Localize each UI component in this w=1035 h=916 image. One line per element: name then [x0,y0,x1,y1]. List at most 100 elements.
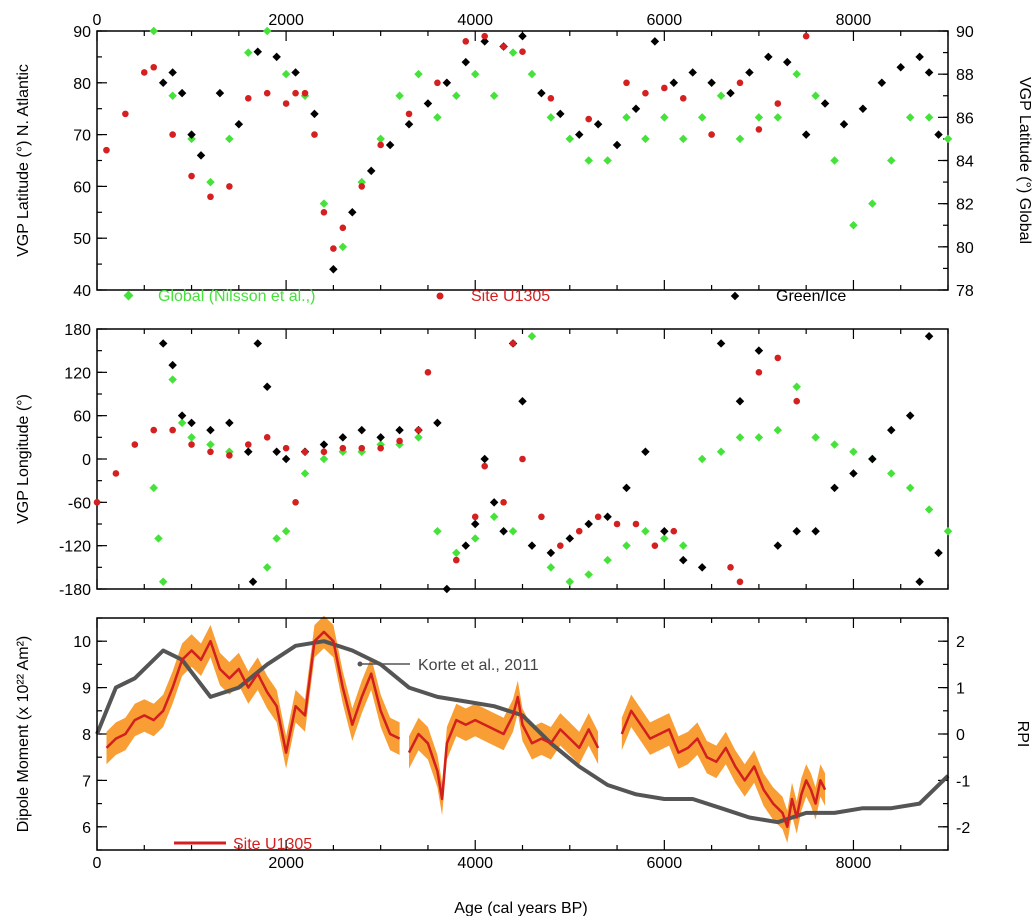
greenice-point [158,78,168,88]
panel-2-y-tick-label: 7 [82,773,91,790]
site-point [207,448,214,456]
site-point [131,441,139,448]
greenice-point [707,78,716,88]
global-point [319,454,329,464]
global-point [470,69,480,79]
greenice-point [773,541,783,550]
greenice-point [253,339,262,348]
global-point [433,526,442,536]
greenice-point [868,454,877,464]
greenice-point [518,396,527,406]
x-top-tick-label: 2000 [268,12,304,29]
greenice-point [849,469,858,478]
site-point [519,455,526,463]
site-point [670,527,678,535]
panel-0-y-tick-label: 60 [73,179,91,196]
global-point [905,483,915,493]
site-point [547,95,555,102]
site-point [736,79,744,87]
site-point [500,499,507,506]
panel-2-y-tick-label: 9 [82,681,91,698]
global-point [338,242,348,252]
panel-0-y-tick-label: 40 [73,283,91,300]
site-point [339,444,347,452]
site-point [169,131,176,138]
site-point [708,131,715,138]
panel-0-y-right-tick-label: 82 [956,197,974,214]
panel-2-frame [96,617,949,851]
site-point [415,426,422,434]
site-point [755,126,763,133]
greenice-point [395,425,404,435]
global-point [754,433,764,442]
site-point [207,193,214,201]
site-point [122,110,129,118]
greenice-point [177,88,187,98]
greenice-point [433,418,442,428]
global-point [319,199,329,208]
global-point [641,526,650,536]
site-point [519,48,526,56]
site-point [623,79,630,87]
panel-0-y-right-tick-label: 88 [956,67,974,84]
bottom-y-axis-right-title: RPI [1014,721,1031,748]
global-point [792,69,801,79]
greenice-point [783,57,792,67]
global-point [754,113,764,122]
site-point [377,141,384,149]
global-point [773,425,783,435]
greenice-point [442,584,452,594]
site-uncertainty-band [621,694,826,843]
greenice-point [518,31,527,41]
site-line [620,709,827,829]
greenice-point [196,151,206,160]
panel-2-y-tick-label: 6 [82,820,91,837]
greenice-point [584,519,593,529]
greenice-point [215,88,225,98]
site-point [405,110,413,118]
panel-0-y-right-tick-label: 84 [956,154,974,171]
global-point [508,526,518,536]
global-point [452,91,461,100]
greenice-point [177,411,187,420]
global-point [225,134,234,144]
greenice-point [310,109,319,119]
greenice-point [858,104,868,113]
site-point [263,434,271,441]
panel-2-y-tick-label: 8 [82,727,91,744]
global-point [281,526,291,536]
site-point [330,245,337,252]
site-point [736,578,744,586]
global-point [376,134,385,144]
site-point [575,527,583,535]
site-point [320,448,328,456]
x-bottom-tick-label: 8000 [836,855,872,872]
global-point [168,91,177,100]
greenice-point [527,541,537,550]
panel-1-y-tick-label: 60 [73,409,91,426]
greenice-point [489,498,499,507]
global-point [262,563,272,572]
global-point [811,91,820,100]
x-axis-title: Age (cal years BP) [454,900,587,916]
greenice-point [546,548,556,558]
global-point [660,534,669,543]
greenice-point [248,577,258,587]
legend-site-label: Site U1305 [471,288,550,305]
greenice-point [556,109,565,119]
site-point [150,426,158,434]
global-point [508,48,518,57]
greenice-point [187,130,196,139]
middle-y-axis-title: VGP Longitude (°) [15,394,32,524]
x-top-tick-label: 8000 [836,12,872,29]
site-point [651,542,659,549]
greenice-point [688,68,697,77]
greenice-point [820,99,830,108]
site-point [434,79,441,87]
global-point [565,577,575,587]
greenice-point [244,447,253,457]
global-point [792,382,801,392]
greenice-point [811,526,820,536]
legend-site-marker [436,292,444,300]
